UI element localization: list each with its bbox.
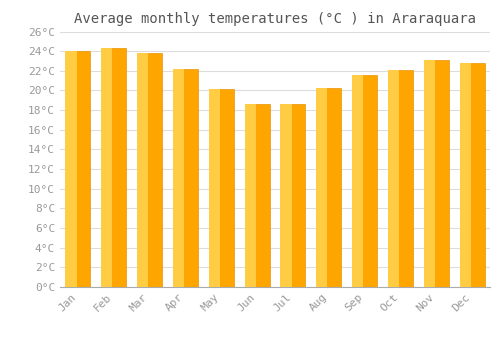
Bar (244, 104, 256, 287)
Bar (388, 70, 413, 287)
Bar (280, 104, 305, 287)
Bar (208, 90, 220, 287)
Bar (101, 48, 126, 287)
Bar (424, 60, 449, 287)
Bar (173, 69, 198, 287)
Bar (173, 69, 184, 287)
Bar (208, 90, 234, 287)
Bar (137, 53, 148, 287)
Bar (352, 75, 364, 287)
Bar (352, 75, 377, 287)
Bar (316, 88, 342, 287)
Bar (460, 63, 471, 287)
Title: Average monthly temperatures (°C ) in Araraquara: Average monthly temperatures (°C ) in Ar… (74, 12, 476, 26)
Bar (66, 51, 76, 287)
Bar (316, 88, 328, 287)
Bar (66, 51, 90, 287)
Bar (101, 48, 112, 287)
Bar (388, 70, 399, 287)
Bar (460, 63, 484, 287)
Bar (244, 104, 270, 287)
Bar (280, 104, 291, 287)
Bar (424, 60, 435, 287)
Bar (137, 53, 162, 287)
